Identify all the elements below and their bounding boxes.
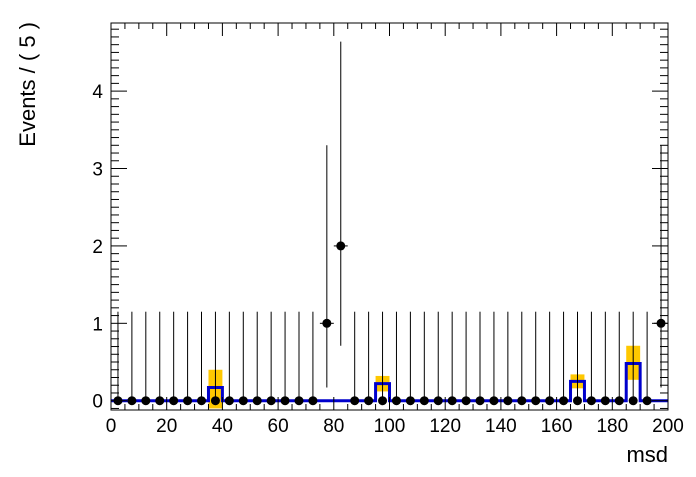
data-point [266, 396, 276, 406]
data-point [238, 396, 248, 406]
x-tick-label: 0 [106, 416, 117, 437]
y-tick-label: 2 [92, 237, 103, 258]
data-point [127, 396, 137, 406]
data-point [572, 396, 582, 406]
x-tick-label: 180 [596, 416, 628, 437]
x-tick-label: 140 [485, 416, 517, 437]
x-tick-label: 100 [374, 416, 406, 437]
data-point [447, 396, 457, 406]
data-point [155, 396, 165, 406]
data-point [503, 396, 513, 406]
plot-frame [110, 22, 669, 411]
data-point [586, 396, 596, 406]
x-tick-label: 80 [323, 416, 344, 437]
data-point [210, 396, 220, 406]
data-point [294, 396, 304, 406]
data-points-layer [113, 41, 668, 406]
data-point [350, 396, 360, 406]
x-tick-label: 120 [429, 416, 461, 437]
data-point [322, 318, 332, 328]
x-axis-title: msd [626, 442, 668, 467]
data-point [531, 396, 541, 406]
data-point [545, 396, 555, 406]
y-tick-label: 1 [92, 314, 103, 335]
x-tick-label: 200 [652, 416, 684, 437]
data-point [489, 396, 499, 406]
data-point [405, 396, 415, 406]
data-point [364, 396, 374, 406]
data-point [183, 396, 193, 406]
data-point [280, 396, 290, 406]
data-point [642, 396, 652, 406]
data-point [600, 396, 610, 406]
x-tick-label: 40 [212, 416, 233, 437]
data-point [378, 396, 388, 406]
data-point [336, 241, 346, 251]
data-point [197, 396, 207, 406]
data-point [169, 396, 179, 406]
y-axis-title: Events / ( 5 ) [15, 22, 40, 147]
data-point [433, 396, 443, 406]
data-point [475, 396, 485, 406]
data-point [559, 396, 569, 406]
x-tick-label: 60 [268, 416, 289, 437]
y-tick-label: 4 [92, 82, 103, 103]
data-point [252, 396, 262, 406]
data-point [391, 396, 401, 406]
y-tick-label: 0 [92, 392, 103, 413]
x-tick-label: 20 [156, 416, 177, 437]
data-point [461, 396, 471, 406]
data-point [517, 396, 527, 406]
data-point [419, 396, 429, 406]
data-point [614, 396, 624, 406]
data-point [308, 396, 318, 406]
data-point [141, 396, 151, 406]
x-tick-label: 160 [541, 416, 573, 437]
y-tick-label: 3 [92, 160, 103, 181]
data-point [628, 396, 638, 406]
data-point [224, 396, 234, 406]
axes-layer: 0 20 40 60 80 100 120 140 160 180 200 0 1 2 3 4 [92, 23, 684, 437]
